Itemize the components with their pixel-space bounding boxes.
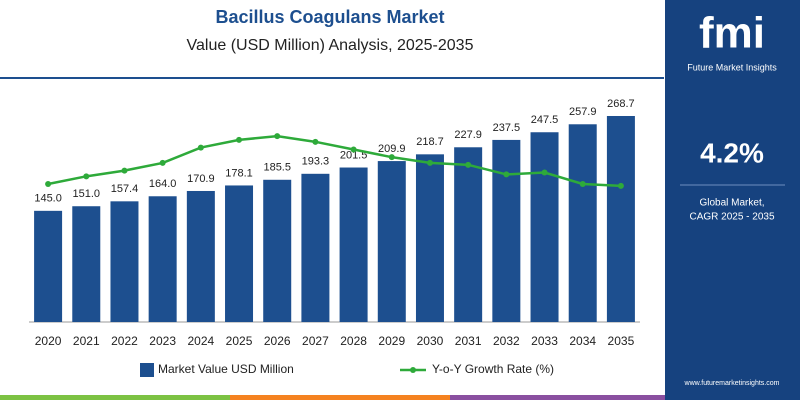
value-label: 151.0: [73, 188, 101, 200]
bar: [606, 115, 635, 322]
growth-line: [47, 134, 621, 188]
x-tick-label: 2024: [187, 334, 214, 348]
value-label: 257.9: [569, 106, 597, 118]
growth-point: [83, 173, 90, 180]
legend-label: Market Value USD Million: [158, 362, 294, 376]
bar: [415, 154, 444, 322]
footer-strip: [230, 395, 450, 400]
x-tick-label: 2022: [111, 334, 138, 348]
x-tick-label: 2033: [531, 334, 558, 348]
x-tick-label: 2029: [378, 334, 405, 348]
growth-point: [274, 133, 281, 140]
x-tick-label: 2023: [149, 334, 176, 348]
x-tick-label: 2035: [608, 334, 635, 348]
x-tick-label: 2031: [455, 334, 482, 348]
value-label: 218.7: [416, 136, 444, 148]
x-tick-label: 2020: [35, 334, 62, 348]
bar: [568, 124, 597, 322]
bar: [454, 147, 483, 322]
footer-strip: [0, 395, 230, 400]
value-label: 164.0: [149, 178, 177, 190]
x-tick-label: 2021: [73, 334, 100, 348]
logo: fmi: [699, 9, 765, 58]
bar: [301, 173, 330, 322]
x-tick-label: 2025: [226, 334, 253, 348]
bar: [377, 161, 406, 322]
bar: [186, 190, 215, 322]
x-tick-label: 2034: [569, 334, 596, 348]
bar: [148, 196, 177, 322]
growth-point: [503, 171, 510, 178]
bar: [72, 206, 101, 322]
x-tick-label: 2028: [340, 334, 367, 348]
value-label: 178.1: [225, 167, 253, 179]
growth-point: [541, 169, 548, 176]
chart-subtitle: Value (USD Million) Analysis, 2025-2035: [187, 37, 474, 54]
growth-point: [426, 159, 433, 166]
growth-point: [617, 182, 624, 189]
website: www.futuremarketinsights.com: [684, 380, 780, 387]
bar: [263, 179, 292, 322]
brand: Future Market Insights: [687, 62, 777, 72]
cagr-value: 4.2%: [700, 137, 764, 168]
growth-point: [197, 144, 204, 151]
bar: [110, 201, 139, 322]
cagr-label: CAGR 2025 - 2035: [689, 212, 774, 223]
chart-title: Bacillus Coagulans Market: [215, 7, 444, 27]
growth-point: [121, 167, 128, 174]
value-label: 185.5: [263, 162, 291, 174]
growth-point: [45, 181, 52, 187]
legend-swatch: [140, 363, 154, 377]
x-tick-label: 2027: [302, 334, 329, 348]
value-label: 247.5: [531, 114, 559, 126]
legend-label: Y-o-Y Growth Rate (%): [432, 362, 554, 376]
cagr-label: Global Market,: [699, 198, 764, 209]
legend-marker: [410, 367, 416, 373]
footer-strip: [450, 395, 665, 400]
growth-point: [388, 154, 395, 161]
growth-point: [236, 136, 243, 143]
x-tick-label: 2032: [493, 334, 520, 348]
growth-point: [312, 138, 319, 145]
value-label: 268.7: [607, 98, 635, 110]
growth-point: [159, 159, 166, 166]
x-tick-label: 2026: [264, 334, 291, 348]
x-tick-label: 2030: [417, 334, 444, 348]
value-label: 145.0: [34, 193, 62, 205]
growth-point: [465, 161, 472, 168]
value-label: 170.9: [187, 173, 215, 185]
value-label: 227.9: [454, 129, 482, 141]
growth-point: [350, 146, 357, 153]
value-label: 157.4: [111, 183, 139, 195]
value-label: 209.9: [378, 143, 406, 155]
value-label: 237.5: [493, 122, 521, 134]
bar: [339, 167, 368, 322]
growth-point: [579, 181, 586, 187]
bar: [34, 210, 63, 322]
bar: [492, 139, 521, 322]
value-label: 193.3: [302, 156, 330, 168]
value-label: 201.5: [340, 149, 368, 161]
bar: [530, 132, 559, 322]
bar: [225, 185, 254, 322]
side-panel: [665, 0, 800, 400]
